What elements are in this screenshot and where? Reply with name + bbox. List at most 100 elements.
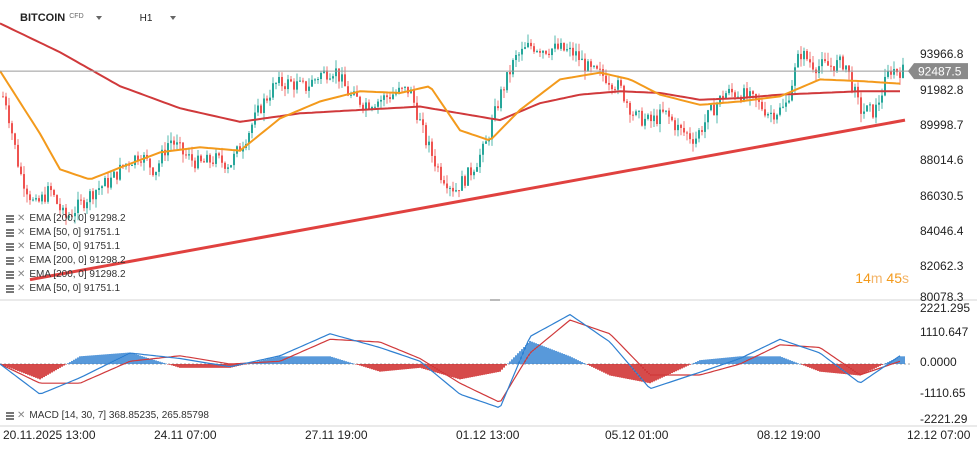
candle-body — [776, 114, 778, 120]
candle-body — [494, 106, 496, 120]
candle-countdown: 14m 45s — [855, 270, 909, 286]
timeframe-selector[interactable]: H1 — [139, 12, 153, 24]
candle-body — [311, 79, 313, 87]
candle-body — [287, 79, 289, 90]
legend-row: ✕ EMA [50, 0] 91751.1 — [6, 226, 120, 239]
macd-histogram-bar — [623, 364, 625, 379]
candle-body — [368, 102, 370, 109]
candle-body — [23, 174, 25, 189]
candle-body — [398, 87, 400, 93]
macd-histogram-bar — [861, 364, 863, 375]
candle-body — [779, 107, 781, 115]
legend-row: ✕ EMA [200, 0] 91298.2 — [6, 268, 126, 281]
macd-histogram-bar — [569, 356, 571, 365]
candle-body — [713, 104, 715, 116]
macd-histogram-bar — [607, 364, 609, 375]
candle-body — [839, 56, 841, 61]
candle-body — [491, 119, 493, 140]
macd-histogram-bar — [517, 353, 519, 365]
symbol-dropdown-icon[interactable] — [95, 16, 102, 20]
candle-body — [473, 171, 475, 176]
close-icon[interactable]: ✕ — [17, 269, 26, 280]
macd-axis-label: -2221.29 — [920, 412, 968, 426]
macd-histogram-bar — [207, 364, 209, 368]
candle-body — [827, 61, 829, 66]
candle-body — [788, 100, 790, 103]
macd-histogram-bar — [777, 356, 779, 365]
macd-histogram-bar — [173, 364, 175, 366]
macd-histogram-bar — [799, 364, 801, 365]
close-icon[interactable]: ✕ — [17, 283, 26, 294]
close-icon[interactable]: ✕ — [17, 241, 26, 252]
candle-body — [257, 105, 259, 113]
macd-histogram-bar — [309, 356, 311, 365]
price-axis-label: 82062.3 — [920, 259, 964, 273]
macd-histogram-bar — [335, 358, 337, 365]
candle-body — [140, 161, 142, 163]
macd-histogram-bar — [475, 364, 477, 377]
price-axis-label: 93966.8 — [920, 47, 964, 61]
menu-icon[interactable] — [6, 228, 14, 237]
candle-body — [635, 111, 637, 116]
candle-body — [869, 104, 871, 106]
candle-body — [647, 114, 649, 119]
macd-histogram-bar — [557, 351, 559, 365]
candle-body — [656, 115, 658, 124]
close-icon[interactable]: ✕ — [17, 213, 26, 224]
close-icon[interactable]: ✕ — [17, 410, 26, 421]
macd-histogram-bar — [857, 364, 859, 376]
macd-histogram-bar — [27, 364, 29, 375]
symbol-name[interactable]: BITCOIN — [20, 12, 66, 24]
macd-histogram-bar — [307, 356, 309, 365]
macd-histogram-bar — [679, 364, 681, 370]
menu-icon[interactable] — [6, 214, 14, 223]
menu-icon[interactable] — [6, 270, 14, 279]
macd-histogram-bar — [567, 355, 569, 365]
macd-histogram-bar — [449, 364, 451, 377]
candle-body — [5, 96, 7, 106]
macd-histogram-bar — [249, 363, 251, 365]
menu-icon[interactable] — [6, 411, 14, 420]
macd-histogram-bar — [167, 364, 169, 365]
macd-histogram-bar — [771, 356, 773, 365]
macd-histogram-bar — [409, 364, 411, 369]
candle-body — [194, 160, 196, 169]
candle-body — [536, 50, 538, 52]
close-icon[interactable]: ✕ — [17, 255, 26, 266]
macd-histogram-bar — [79, 356, 81, 365]
macd-histogram-bar — [95, 355, 97, 365]
candle-body — [272, 83, 274, 98]
macd-histogram-bar — [219, 364, 221, 368]
macd-histogram-bar — [81, 356, 83, 365]
timer-minutes: 14 — [855, 270, 871, 286]
macd-histogram-bar — [559, 352, 561, 365]
menu-icon[interactable] — [6, 284, 14, 293]
timeframe-dropdown-icon[interactable] — [170, 16, 177, 20]
candle-body — [692, 139, 694, 144]
macd-histogram-bar — [561, 353, 563, 365]
macd-histogram-bar — [471, 364, 473, 378]
macd-histogram-bar — [701, 359, 703, 365]
candle-body — [320, 72, 322, 80]
macd-histogram-bar — [169, 364, 171, 365]
candle-body — [539, 50, 541, 53]
macd-histogram-bar — [147, 358, 149, 365]
macd-histogram-bar — [549, 348, 551, 365]
macd-histogram-bar — [571, 357, 573, 365]
candle-body — [845, 65, 847, 70]
candle-body — [770, 112, 772, 115]
macd-histogram-bar — [289, 356, 291, 365]
macd-histogram-bar — [491, 364, 493, 374]
macd-histogram-bar — [831, 364, 833, 373]
menu-icon[interactable] — [6, 256, 14, 265]
macd-histogram-bar — [467, 364, 469, 378]
candle-body — [716, 104, 718, 116]
close-icon[interactable]: ✕ — [17, 227, 26, 238]
macd-histogram-bar — [345, 361, 347, 365]
candle-body — [506, 72, 508, 91]
macd-histogram-bar — [787, 359, 789, 365]
menu-icon[interactable] — [6, 242, 14, 251]
candle-body — [239, 146, 241, 152]
macd-histogram-bar — [375, 364, 377, 371]
